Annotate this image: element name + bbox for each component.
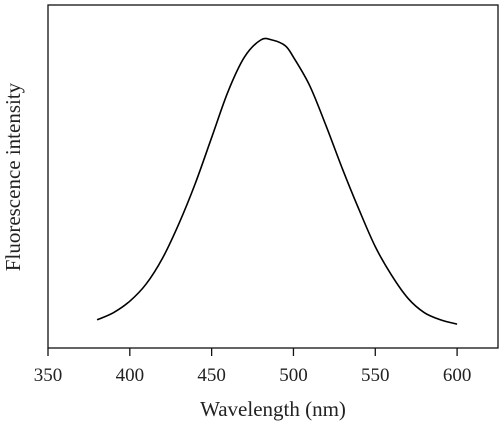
y-axis-label: Fluorescence intensity <box>1 82 25 271</box>
plot-frame <box>47 4 499 349</box>
x-ticks <box>47 348 458 356</box>
x-tick-label: 400 <box>116 365 145 386</box>
x-tick-label: 600 <box>443 365 472 386</box>
x-axis-label: Wavelength (nm) <box>200 397 346 421</box>
x-tick-label: 500 <box>279 365 308 386</box>
fluorescence-curve <box>96 37 458 325</box>
x-tick-label: 550 <box>361 365 390 386</box>
x-tick-label: 350 <box>34 365 63 386</box>
x-tick-label: 450 <box>197 365 226 386</box>
x-tick-labels: 350 400 450 500 550 600 <box>34 365 472 386</box>
